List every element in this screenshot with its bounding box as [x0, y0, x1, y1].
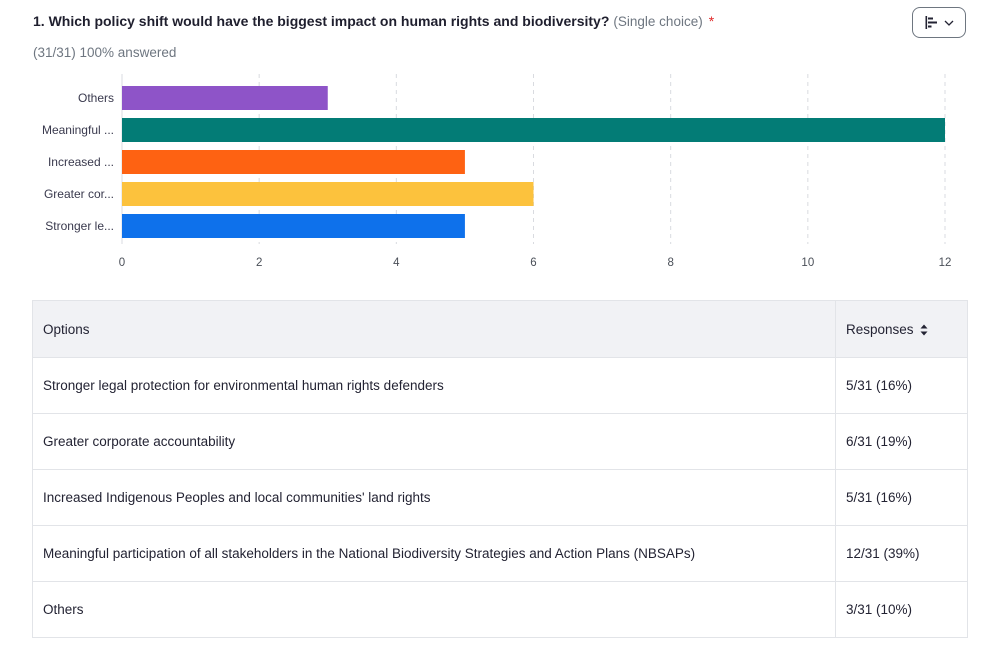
responses-header-label: Responses: [846, 321, 914, 337]
response-cell: 5/31 (16%): [835, 357, 968, 414]
table-row: Stronger legal protection for environmen…: [32, 357, 968, 414]
responses-column-header[interactable]: Responses: [835, 300, 968, 358]
x-tick-label: 0: [119, 257, 125, 269]
table-row: Meaningful participation of all stakehol…: [32, 525, 968, 582]
table-row: Others 3/31 (10%): [32, 581, 968, 638]
option-cell: Increased Indigenous Peoples and local c…: [32, 469, 836, 526]
responses-table: Options Responses Stronger legal protect…: [32, 300, 968, 638]
required-mark: *: [708, 13, 715, 29]
chart-type-dropdown[interactable]: [912, 7, 966, 38]
response-cell: 6/31 (19%): [835, 413, 968, 470]
question-title-text: 1. Which policy shift would have the big…: [33, 13, 610, 29]
table-row: Increased Indigenous Peoples and local c…: [32, 469, 968, 526]
bar[interactable]: [122, 150, 465, 174]
bar[interactable]: [122, 118, 945, 142]
category-label: Greater cor...: [44, 187, 114, 201]
sort-icon[interactable]: [920, 324, 928, 336]
category-label: Stronger le...: [45, 219, 114, 233]
category-label: Others: [78, 91, 114, 105]
option-cell: Greater corporate accountability: [32, 413, 836, 470]
option-cell: Others: [32, 581, 836, 638]
bar-chart-icon: [925, 16, 937, 29]
x-tick-label: 4: [393, 257, 400, 269]
response-cell: 12/31 (39%): [835, 525, 968, 582]
x-tick-label: 6: [530, 257, 536, 269]
bar[interactable]: [122, 182, 534, 206]
table-row: Greater corporate accountability 6/31 (19…: [32, 413, 968, 470]
category-label: Meaningful ...: [42, 123, 114, 137]
category-label: Increased ...: [48, 155, 114, 169]
bar[interactable]: [122, 214, 465, 238]
question-type: (Single choice): [613, 14, 703, 29]
x-tick-label: 12: [939, 257, 952, 269]
bar-chart: 0 2 4 6 8 10 12 Others Meaningful ... Increased .…: [42, 74, 952, 269]
options-column-header: Options: [32, 300, 836, 358]
bar[interactable]: [122, 86, 328, 110]
x-tick-label: 10: [801, 257, 814, 269]
x-tick-label: 2: [256, 257, 262, 269]
response-cell: 3/31 (10%): [835, 581, 968, 638]
response-cell: 5/31 (16%): [835, 469, 968, 526]
option-cell: Meaningful participation of all stakehol…: [32, 525, 836, 582]
answered-count: (31/31) 100% answered: [33, 45, 177, 60]
question-title: 1. Which policy shift would have the big…: [33, 13, 714, 29]
chevron-down-icon: [944, 20, 953, 26]
option-cell: Stronger legal protection for environmen…: [32, 357, 836, 414]
table-header-row: Options Responses: [32, 300, 968, 358]
x-tick-label: 8: [667, 257, 673, 269]
